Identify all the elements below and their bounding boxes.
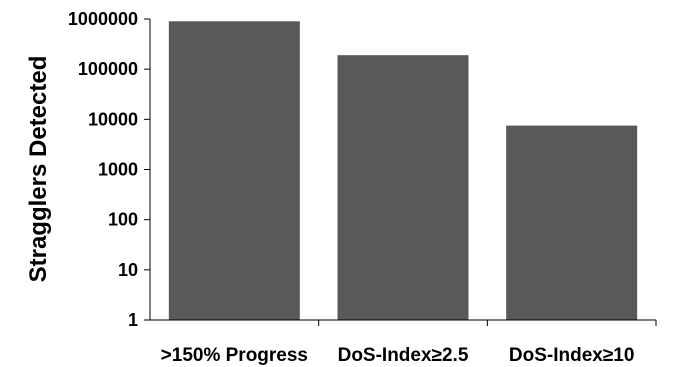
y-tick-label: 1000 (98, 160, 138, 180)
y-tick-label: 100000 (78, 59, 138, 79)
bar (506, 125, 638, 320)
x-tick-label: >150% Progress (161, 345, 308, 366)
y-tick-label: 1 (128, 310, 138, 330)
y-axis-ticks: 1 10 100 1000 10000 100000 1000000 (68, 9, 150, 330)
y-axis-label: Stragglers Detected (25, 56, 52, 283)
bar (337, 55, 469, 321)
y-tick-label: 1000000 (68, 9, 138, 29)
y-tick-label: 10000 (88, 109, 138, 129)
x-tick-label: DoS-Index≥2.5 (338, 345, 469, 366)
y-tick-label: 100 (108, 210, 138, 230)
bars (168, 21, 638, 321)
y-tick-label: 10 (118, 260, 138, 280)
x-axis-ticks: >150% Progress DoS-Index≥2.5 DoS-Index≥10 (161, 320, 657, 366)
bar (168, 21, 300, 320)
x-tick-label: DoS-Index≥10 (509, 345, 635, 366)
